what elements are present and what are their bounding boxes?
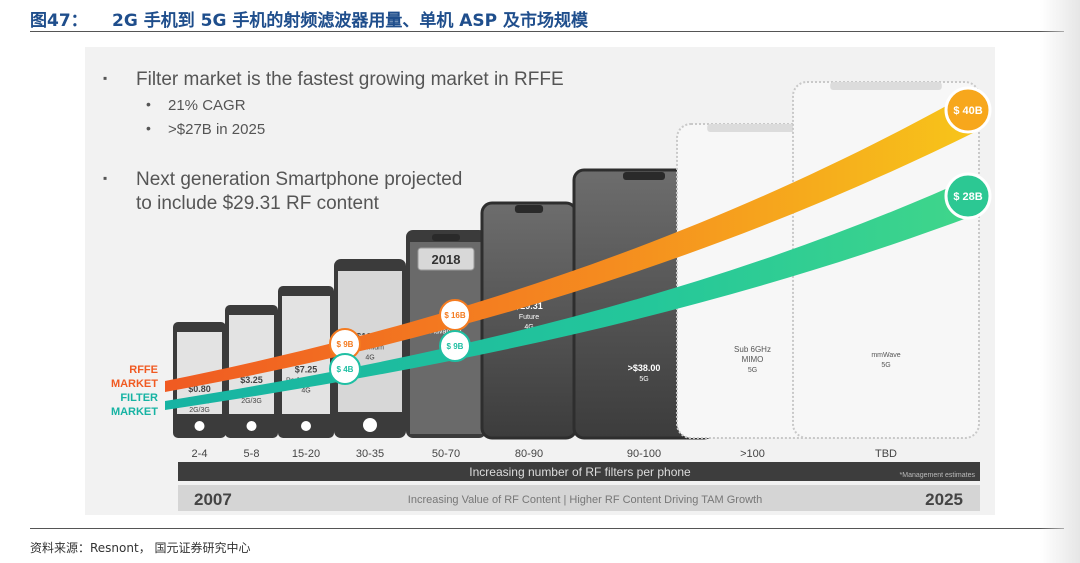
phone-2-text-2: 4G [301,387,310,394]
filter-9b-marker [439,330,471,362]
phone-0-text-2: 2G/3G [189,407,210,414]
filter-label-market: MARKET [111,406,158,418]
rffe-40b-label: $ 40B [953,105,982,117]
phone-7-text-0: Sub 6GHz [734,345,771,354]
filter-28b-label: $ 28B [953,191,982,203]
rffe-9b-label: $ 9B [337,340,354,349]
bullet-marker: ▪ [103,171,107,185]
category-label-8: TBD [875,448,897,460]
phone-3-text-2: 4G [365,355,374,362]
year-2018-label: 2018 [432,252,461,267]
phone-6-text-0: >$38.00 [628,363,661,373]
category-label-1: 5-8 [244,448,260,460]
phone-1-text-0: $3.25 [240,375,263,385]
phone-2-text-0: $7.25 [295,364,318,374]
value-markers: $ 9B $ 4B $ 16B $ 9B $ 40B $ 28B [329,86,992,385]
bullet-marker: ▪ [103,71,107,85]
phone-6-text-1: 5G [639,376,648,383]
phone-7-text-2: 5G [748,367,757,374]
x-axis-label: Increasing number of RF filters per phon… [469,465,691,479]
category-label-2: 15-20 [292,448,320,460]
sub-bullet-cagr: 21% CAGR [168,97,246,114]
sub-bullet-marker: • [146,96,151,112]
category-label-7: >100 [740,448,765,460]
rffe-label-market: MARKET [111,378,158,390]
year-2018-tag: 2018 [417,234,475,271]
figure-title: 图47： 2G 手机到 5G 手机的射频滤波器用量、单机 ASP 及市场规模 [30,6,588,31]
timeline-label: Increasing Value of RF Content | Higher … [408,494,762,506]
bullet-1-text: Filter market is the fastest growing mar… [136,69,564,90]
source-note: 资料来源：Resnont， 国元证券研究中心 [30,541,251,555]
sub-bullet-2025: >$27B in 2025 [168,121,265,138]
rffe-40b-marker [944,86,992,134]
category-label-3: 30-35 [356,448,384,460]
phone-5-text-1: Future [519,314,539,321]
phone-5-text-2: 4G [524,324,533,331]
phone-4-text-1: Advanced [430,329,461,336]
phone-7-text-1: MIMO [742,355,764,364]
bullet-2-text-cont: to include $29.31 RF content [136,193,380,214]
page-edge-shade [1040,0,1080,563]
phone-1-text-2: 2G/3G [241,398,262,405]
filter-28b-marker [944,172,992,220]
figure-number: 图47： [30,11,88,31]
filter-4b-marker [329,353,361,385]
rffe-label: RFFE [129,364,158,376]
series-labels: RFFE MARKET FILTER MARKET [111,364,158,418]
bullet-2-text: Next generation Smartphone projected [136,169,462,190]
year-end: 2025 [925,490,963,509]
top-rule [30,31,1064,32]
filter-count-labels: 2-4 5-8 15-20 30-35 50-70 80-90 90-100 >100 TBD [192,448,898,460]
category-label-5: 80-90 [515,448,543,460]
category-label-4: 50-70 [432,448,460,460]
sub-bullet-marker: • [146,120,151,136]
filter-9b-label: $ 9B [447,342,464,351]
bullet-list: ▪ Filter market is the fastest growing m… [103,69,564,214]
rffe-16b-label: $ 16B [444,311,466,320]
x-axis-bar [178,462,980,481]
management-note: *Management estimates [900,472,976,479]
category-label-6: 90-100 [627,448,661,460]
year-start: 2007 [194,490,232,509]
category-label-0: 2-4 [192,448,208,460]
filter-label: FILTER [120,392,158,404]
filter-4b-label: $ 4B [337,365,354,374]
figure-title-text: 2G 手机到 5G 手机的射频滤波器用量、单机 ASP 及市场规模 [112,11,589,31]
phone-8-text-0: mmWave [871,352,900,359]
phone-0-text-0: $0.80 [188,384,211,394]
phone-8-text-1: 5G [881,362,890,369]
timeline-bar [178,485,980,511]
bottom-rule [30,528,1064,529]
